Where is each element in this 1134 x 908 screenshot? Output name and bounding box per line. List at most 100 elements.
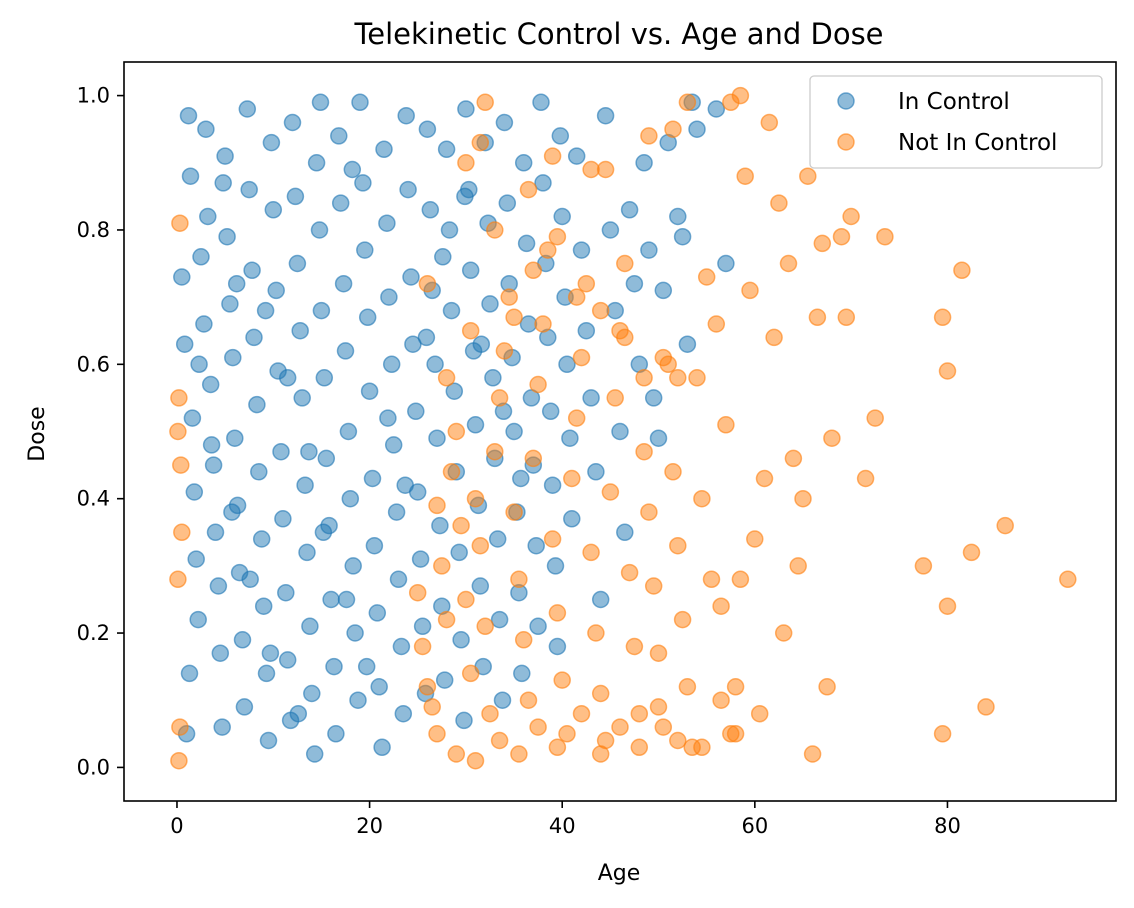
point-not-in-control [413,637,432,656]
point-in-control [325,657,343,676]
point-not-in-control [171,214,189,232]
point-in-control [181,167,200,185]
point-not-in-control [505,308,523,327]
points-layer [169,86,1077,770]
point-in-control [457,100,475,118]
chart-title: Telekinetic Control vs. Age and Dose [353,17,883,51]
point-not-in-control [640,503,658,521]
point-not-in-control [697,268,716,286]
point-in-control [187,550,205,568]
point-not-in-control [170,751,188,770]
point-in-control [221,295,239,313]
point-not-in-control [466,751,485,770]
point-not-in-control [688,369,706,387]
point-not-in-control [486,442,504,461]
point-in-control [375,140,393,159]
point-in-control [199,207,217,226]
point-in-control [505,422,523,441]
point-not-in-control [471,536,490,555]
point-in-control [558,355,576,374]
point-in-control [654,281,673,300]
point-in-control [357,657,376,676]
x-tick-label: 20 [356,814,383,838]
point-not-in-control [437,610,456,629]
point-in-control [180,664,199,683]
point-not-in-control [510,745,528,763]
point-in-control [596,106,615,125]
point-not-in-control [712,691,730,709]
point-in-control [301,617,319,636]
point-in-control [245,328,263,347]
point-in-control [336,342,355,360]
point-in-control [209,577,228,595]
point-in-control [330,127,348,145]
point-not-in-control [712,597,730,615]
point-not-in-control [823,429,841,447]
point-in-control [254,597,273,615]
y-tick-label: 0.0 [77,755,110,779]
point-not-in-control [726,678,745,696]
point-in-control [288,254,307,273]
point-not-in-control [591,301,610,320]
point-in-control [514,154,533,172]
point-in-control [235,698,254,716]
point-in-control [644,389,663,407]
point-not-in-control [625,637,644,656]
point-in-control [649,429,668,447]
point-in-control [227,274,246,293]
point-in-control [358,308,377,327]
point-in-control [233,631,252,649]
point-not-in-control [933,308,952,327]
point-not-in-control [471,133,490,152]
point-in-control [413,617,432,636]
point-in-control [640,241,658,259]
point-not-in-control [587,624,605,642]
point-not-in-control [529,375,547,394]
point-in-control [495,113,514,132]
point-in-control [387,503,406,521]
point-not-in-control [779,254,798,273]
point-not-in-control [170,389,188,407]
point-not-in-control [481,704,499,723]
point-in-control [471,577,490,595]
point-not-in-control [856,469,875,488]
legend-label-not-in-control: Not In Control [898,130,1057,156]
point-in-control [379,409,397,427]
point-not-in-control [876,227,894,246]
point-in-control [437,140,456,159]
point-not-in-control [818,678,836,696]
point-in-control [452,631,470,649]
point-in-control [315,369,334,387]
point-not-in-control [620,563,639,582]
point-in-control [498,194,517,212]
point-not-in-control [693,738,711,757]
point-in-control [272,442,290,461]
point-not-in-control [635,442,653,461]
point-in-control [241,570,259,589]
point-in-control [343,160,362,179]
point-in-control [513,664,531,683]
point-in-control [601,221,620,239]
point-in-control [312,301,331,320]
point-in-control [197,120,215,138]
x-axis-label: Age [598,861,641,886]
point-not-in-control [770,194,788,212]
point-in-control [360,382,379,400]
y-tick-label: 1.0 [77,84,110,108]
point-in-control [267,281,285,300]
point-in-control [277,583,295,602]
point-in-control [223,503,241,521]
point-not-in-control [731,570,750,589]
point-in-control [688,120,706,138]
point-not-in-control [611,718,629,736]
point-not-in-control [616,328,634,347]
point-not-in-control [423,698,441,716]
point-in-control [442,301,461,320]
point-not-in-control [476,617,494,636]
point-not-in-control [707,315,726,333]
point-not-in-control [539,241,557,259]
point-not-in-control [673,610,692,629]
point-not-in-control [799,167,817,185]
point-in-control [582,389,600,407]
